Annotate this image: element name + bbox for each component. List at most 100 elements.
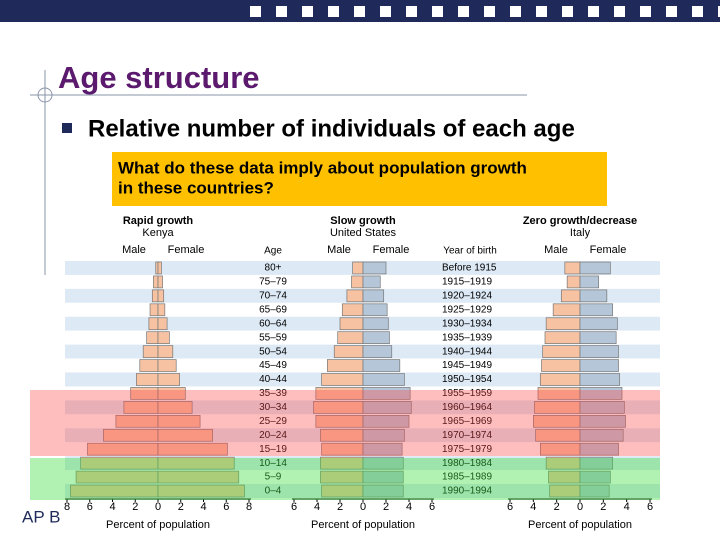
x-tick-label: 2 bbox=[132, 501, 138, 513]
question: What do these data imply about populatio… bbox=[118, 158, 527, 177]
year-label: 1940–1944 bbox=[442, 346, 492, 357]
bar bbox=[339, 317, 364, 331]
year-label: 1970–1974 bbox=[442, 430, 492, 441]
band-square bbox=[640, 6, 651, 17]
bar bbox=[362, 275, 381, 289]
x-tick-label: 2 bbox=[383, 501, 389, 513]
x-tick-label: 4 bbox=[109, 501, 115, 513]
bar bbox=[341, 303, 364, 317]
band-square bbox=[406, 6, 417, 17]
bar bbox=[579, 275, 600, 289]
band-square bbox=[354, 6, 365, 17]
year-label: 1955–1959 bbox=[442, 388, 492, 399]
band-pattern bbox=[250, 6, 720, 17]
x-tick-label: 4 bbox=[200, 501, 206, 513]
highlight-young bbox=[30, 458, 660, 500]
band-square bbox=[380, 6, 391, 17]
age-label: 70–74 bbox=[259, 290, 287, 301]
x-axis-label: Percent of population bbox=[106, 519, 210, 531]
bullet-mark bbox=[62, 123, 72, 133]
bar bbox=[579, 428, 624, 442]
highlight-reproductive bbox=[30, 390, 660, 456]
x-tick-label: 2 bbox=[178, 501, 184, 513]
bar bbox=[579, 484, 610, 498]
band-square bbox=[692, 6, 703, 17]
year-label: 1920–1924 bbox=[442, 290, 492, 301]
bar bbox=[351, 275, 364, 289]
bar bbox=[148, 317, 159, 331]
x-tick-label: 6 bbox=[429, 501, 435, 513]
chart-title: Rapid growth bbox=[123, 215, 194, 227]
band-square bbox=[328, 6, 339, 17]
bar bbox=[146, 331, 159, 344]
age-label: 60–64 bbox=[259, 318, 287, 329]
bar bbox=[157, 373, 180, 386]
x-tick-label: 8 bbox=[64, 501, 70, 513]
year-label: 1960–1964 bbox=[442, 402, 492, 413]
age-label: 65–69 bbox=[259, 304, 287, 315]
age-label: 45–49 bbox=[259, 360, 287, 371]
bar bbox=[157, 289, 165, 303]
bar bbox=[544, 331, 581, 344]
year-label: 1965–1969 bbox=[442, 416, 492, 427]
x-tick-label: 8 bbox=[246, 501, 252, 513]
band-square bbox=[614, 6, 625, 17]
bar bbox=[579, 331, 617, 344]
year-label: 1985–1989 bbox=[442, 472, 492, 483]
bar bbox=[157, 456, 235, 470]
bar bbox=[362, 261, 387, 275]
year-label: 1975–1979 bbox=[442, 444, 492, 455]
chart-title: Zero growth/decrease bbox=[523, 215, 637, 227]
chart-title: Slow growth bbox=[330, 215, 396, 227]
year-label: 1980–1984 bbox=[442, 458, 492, 469]
band-square bbox=[536, 6, 547, 17]
bar bbox=[579, 261, 611, 275]
bar bbox=[362, 303, 388, 317]
band-square bbox=[250, 6, 261, 17]
bar bbox=[136, 373, 159, 386]
age-label: 15–19 bbox=[259, 444, 287, 455]
x-tick-label: 6 bbox=[87, 501, 93, 513]
bar bbox=[157, 484, 245, 498]
question: in these countries? bbox=[118, 178, 274, 197]
x-tick-label: 6 bbox=[647, 501, 653, 513]
bar bbox=[542, 345, 581, 358]
bar bbox=[321, 373, 364, 386]
age-label: 75–79 bbox=[259, 277, 287, 288]
bar bbox=[157, 331, 170, 344]
band-square bbox=[562, 6, 573, 17]
bar bbox=[149, 303, 159, 317]
age-label: 40–44 bbox=[259, 374, 287, 385]
band-square bbox=[588, 6, 599, 17]
x-tick-label: 2 bbox=[337, 501, 343, 513]
age-label: 5–9 bbox=[265, 472, 282, 483]
band-square bbox=[666, 6, 677, 17]
bar bbox=[560, 289, 581, 303]
bar bbox=[566, 275, 581, 289]
x-tick-label: 0 bbox=[155, 501, 161, 513]
bar bbox=[151, 289, 159, 303]
legend-label: Male bbox=[327, 244, 351, 256]
x-tick-label: 0 bbox=[360, 501, 366, 513]
year-label: 1945–1949 bbox=[442, 360, 492, 371]
year-label: 1925–1929 bbox=[442, 304, 492, 315]
year-label: 1930–1934 bbox=[442, 318, 492, 329]
bar bbox=[157, 428, 213, 442]
bar bbox=[579, 289, 608, 303]
bullet-text: Relative number of individuals of each a… bbox=[88, 115, 575, 142]
x-tick-label: 6 bbox=[291, 501, 297, 513]
x-axis-label: Percent of population bbox=[311, 519, 415, 531]
bar bbox=[157, 303, 166, 317]
bar bbox=[362, 373, 405, 386]
age-label: 35–39 bbox=[259, 388, 287, 399]
question-box bbox=[112, 152, 607, 206]
x-tick-label: 6 bbox=[223, 501, 229, 513]
bar bbox=[545, 317, 581, 331]
bar bbox=[157, 359, 177, 372]
age-label: 50–54 bbox=[259, 346, 287, 357]
chart-subtitle: United States bbox=[330, 227, 397, 239]
legend-label: Female bbox=[590, 244, 627, 256]
slide-title: Age structure bbox=[58, 60, 260, 95]
bar bbox=[157, 414, 201, 428]
year-label: 1950–1954 bbox=[442, 374, 492, 385]
